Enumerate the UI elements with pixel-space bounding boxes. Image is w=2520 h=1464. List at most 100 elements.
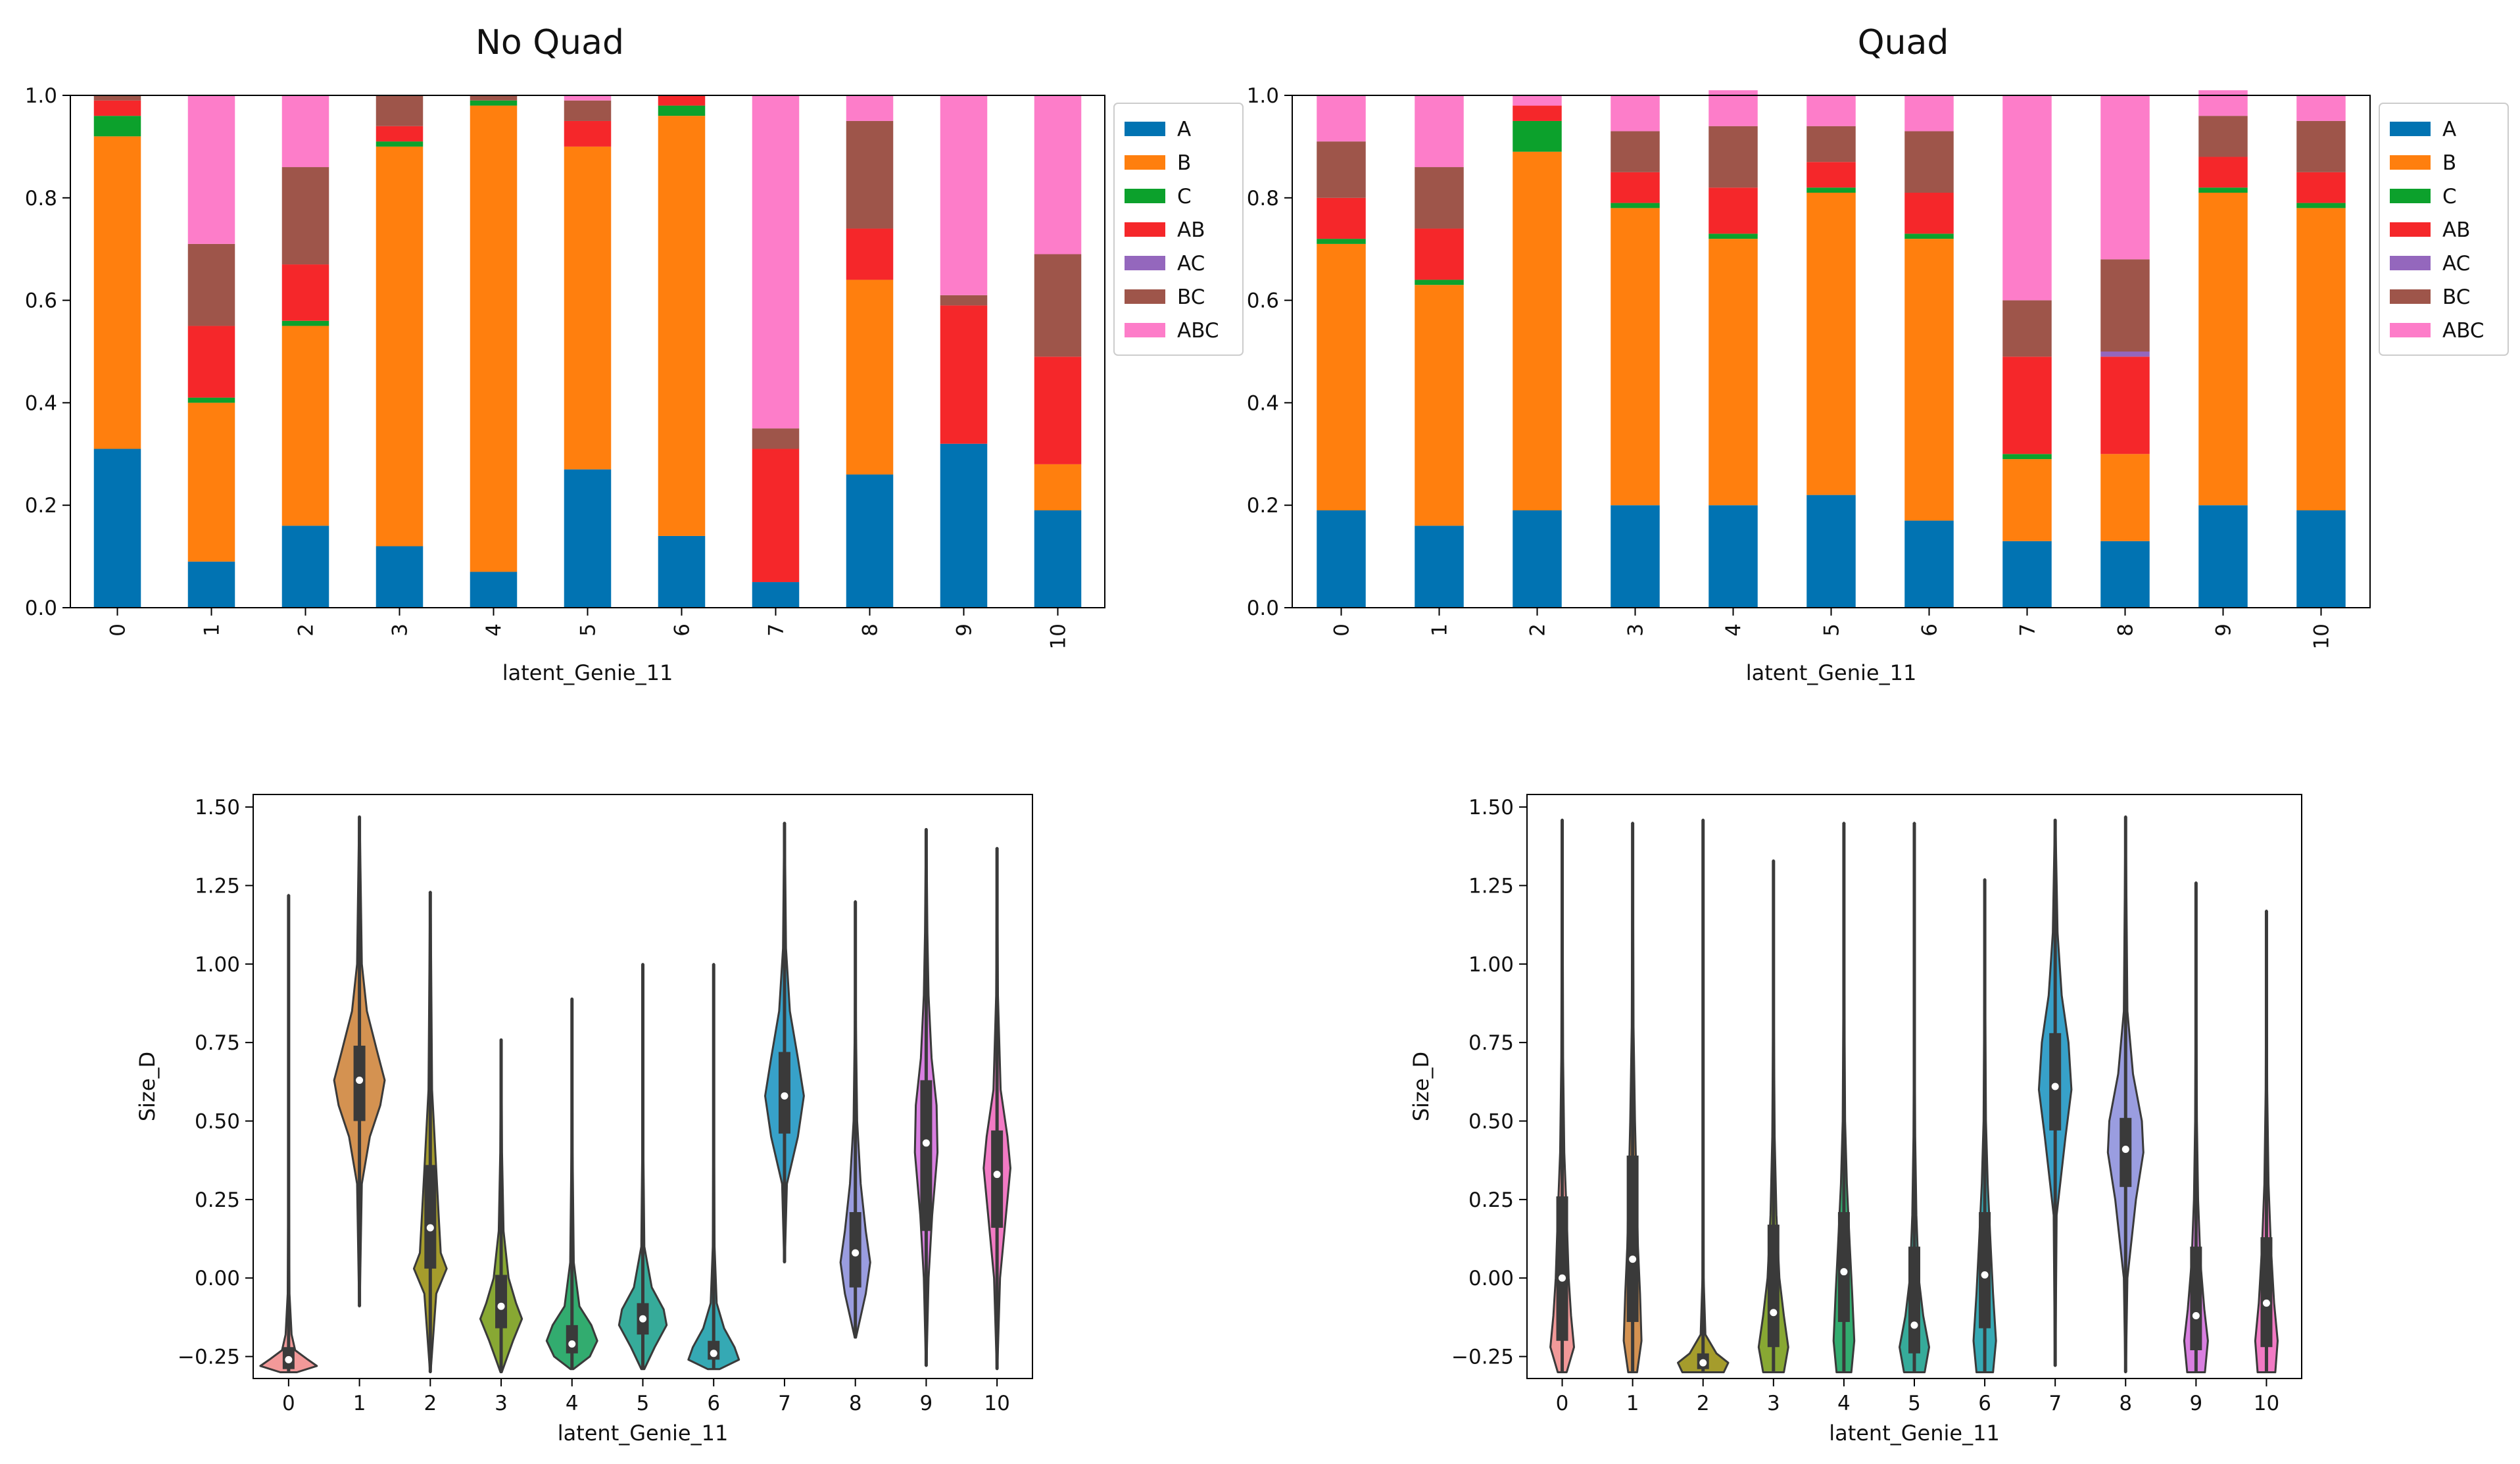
violin-iqr-box [1767,1225,1780,1348]
bar-segment-bc-8 [2100,259,2150,352]
bar-segment-a-5 [1806,495,1856,608]
bar-segment-ab-10 [2296,172,2346,203]
y-tick-label: 1.50 [1468,796,1514,819]
legend-label-b: B [2442,151,2456,175]
y-tick-label: 1.00 [1468,953,1514,977]
legend-swatch-a [2390,122,2431,136]
x-tick-label: 5 [1820,623,1844,637]
bar-segment-bc-4 [470,95,518,101]
legend-label-abc: ABC [2442,319,2484,343]
y-tick-label: 0.2 [1247,494,1279,518]
bar-segment-b-9 [2198,193,2248,506]
violin-4 [1832,821,1856,1373]
bar-segment-b-10 [1034,464,1082,510]
x-tick-label: 6 [1978,1392,1991,1415]
bar-segment-c-5 [1806,187,1856,193]
bar-segment-b-3 [1611,208,1660,506]
bar-segment-ab-2 [1513,105,1562,121]
legend-swatch-ac [2390,256,2431,270]
bar-segment-bc-5 [1806,126,1856,162]
bar-segment-b-2 [1513,151,1562,510]
violin-2 [412,891,448,1373]
bar-segment-bc-4 [1708,126,1758,188]
y-tick-label: 0.75 [195,1031,240,1055]
y-tick-label: 0.25 [195,1188,240,1212]
violin-6 [687,963,740,1371]
violin-chart-no-quad: 0 1 2 3 4 5 6 7 8 9 10 −0.25 0.00 0.25 0.50 0.75 1.00 1.2… [135,794,1033,1446]
legend-label-ac: AC [1177,252,1205,276]
plot-frame [1526,794,2302,1379]
x-tick-label: 3 [1624,623,1648,637]
bar-segment-c-4 [1708,233,1758,239]
legend-label-ac: AC [2442,252,2470,276]
bar-segment-c-3 [376,141,424,147]
y-axis-label: Size_D [1409,1052,1434,1121]
legend-swatch-bc [1125,289,1165,304]
bar-segment-a-1 [1415,525,1464,608]
bar-segment-ab-6 [658,95,706,106]
bar-segment-b-5 [564,146,612,470]
bar-segment-c-3 [1611,203,1660,208]
x-tick-label: 6 [1918,623,1942,637]
x-axis-label: latent_Genie_11 [558,1421,729,1446]
y-tick-label: 1.50 [195,796,240,819]
x-tick-label: 7 [765,623,788,637]
violin-iqr-box [1908,1246,1920,1354]
bar-segment-b-5 [1806,193,1856,495]
x-tick-label: 9 [2189,1392,2202,1415]
x-tick-label: 5 [637,1392,650,1415]
bar-segment-a-5 [564,469,612,608]
bar-segment-c-2 [281,320,329,326]
violin-iqr-box [1837,1211,1850,1323]
y-tick-label: 0.75 [1468,1031,1514,1055]
violin-median-dot [922,1139,930,1147]
violin-iqr-box [2260,1237,2273,1348]
violin-median-dot [639,1315,646,1323]
bar-segment-b-1 [1415,285,1464,526]
bar-segment-ab-7 [752,449,800,583]
x-tick-label: 2 [295,623,318,637]
bar-segment-b-6 [1904,239,1954,521]
bar-segment-ac-8 [2100,351,2150,357]
bar-segment-ab-9 [940,305,988,444]
bar-segment-abc-5 [1806,95,1856,126]
legend-label-bc: BC [2442,285,2470,309]
bar-segment-c-6 [1904,233,1954,239]
violin-median-dot [2051,1083,2059,1090]
x-tick-label: 1 [353,1392,366,1415]
bar-segment-bc-1 [1415,167,1464,229]
violin-median-dot [710,1350,717,1357]
violin-median-dot [497,1302,505,1310]
bar-segment-b-0 [1317,243,1366,510]
violin-9 [2183,881,2209,1373]
y-tick-label: 1.0 [25,84,57,108]
bar-segment-a-8 [846,474,894,608]
violin-0 [1549,818,1575,1373]
bar-segment-b-7 [2002,459,2052,541]
y-tick-label: 0.4 [25,391,57,415]
legend-label-b: B [1177,151,1191,175]
legend-swatch-a [1125,122,1165,136]
legend-swatch-b [2390,155,2431,170]
x-tick-label: 10 [2310,623,2334,649]
x-tick-label: 0 [1330,623,1354,637]
bar-segment-bc-1 [187,243,235,326]
violin-median-dot [2262,1299,2270,1307]
bar-segment-ab-0 [1317,197,1366,239]
x-tick-label: 9 [953,623,977,637]
bar-segment-ab-3 [1611,172,1660,203]
violin-iqr-box [424,1165,437,1269]
x-tick-label: 8 [2119,1392,2132,1415]
violin-median-dot [356,1076,364,1084]
legend-label-ab: AB [2442,218,2470,242]
x-tick-label: 7 [2048,1392,2062,1415]
bar-segment-a-9 [940,443,988,608]
x-axis-label: latent_Genie_11 [1746,660,1917,685]
violin-5 [618,963,668,1371]
bar-segment-bc-10 [1034,254,1082,357]
y-axis-label: Size_D [135,1052,160,1121]
x-tick-label: 4 [483,623,506,637]
x-tick-label: 4 [566,1392,579,1415]
